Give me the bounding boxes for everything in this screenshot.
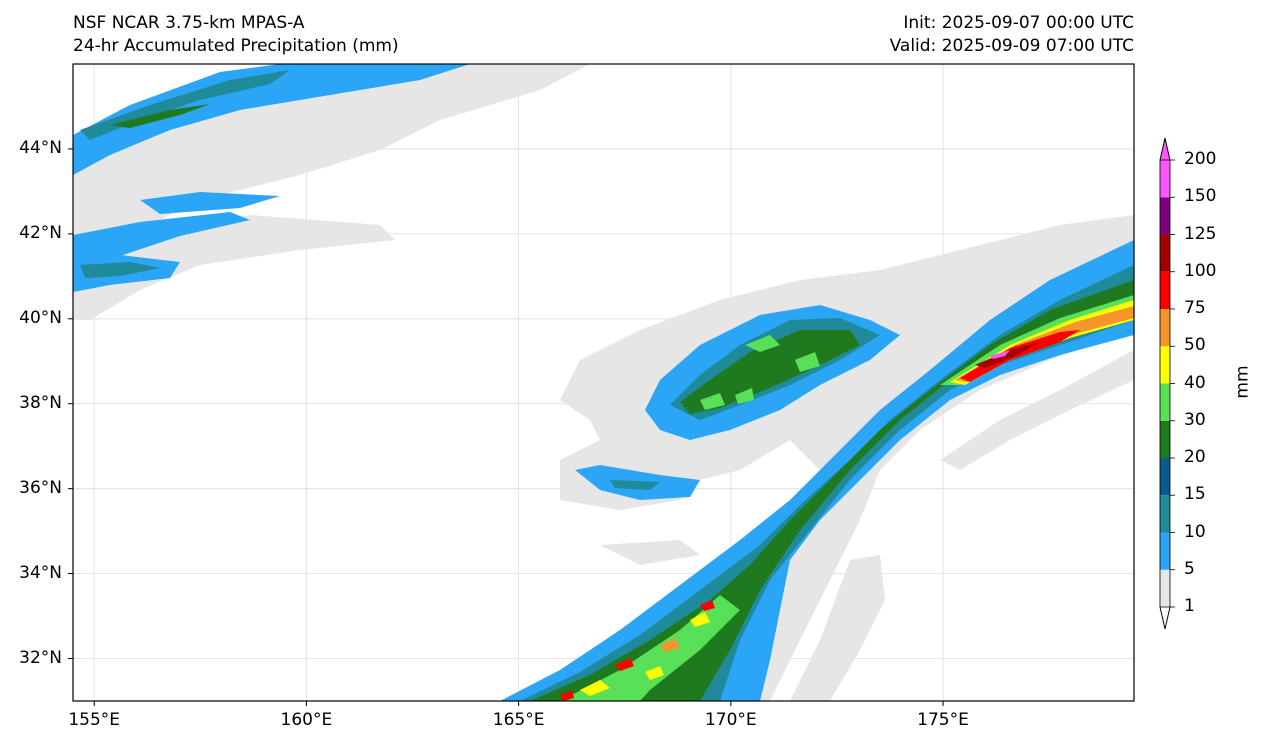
lon-label: 175°E [917, 710, 969, 730]
init-time: Init: 2025-09-07 00:00 UTC [903, 13, 1134, 33]
precip-area-light [790, 555, 885, 701]
precip-area-30 [745, 335, 780, 352]
colorbar-segment [1160, 234, 1170, 272]
precip-area-20 [680, 330, 860, 414]
precip-area-light [600, 540, 700, 565]
precip-area-10 [80, 262, 160, 278]
colorbar-segment [1160, 532, 1170, 570]
precip-area-30 [735, 388, 754, 404]
colorbar-label: 75 [1184, 298, 1206, 318]
lon-label: 160°E [280, 710, 333, 730]
precip-area-light [73, 64, 590, 300]
lat-label: 36°N [19, 477, 62, 498]
colorbar-label: 150 [1184, 186, 1217, 207]
colorbar-label: 10 [1184, 521, 1206, 542]
model-title: NSF NCAR 3.75-km MPAS-A [73, 13, 305, 33]
precip-area-40 [690, 612, 710, 627]
colorbar-extend-max [1159, 137, 1171, 161]
colorbar-segment [1160, 197, 1170, 235]
lon-label: 165°E [492, 710, 545, 730]
precip-area-40 [580, 680, 610, 696]
precip-area-75 [960, 330, 1080, 382]
map-frame [72, 63, 1135, 702]
colorbar-label: 200 [1184, 149, 1217, 169]
colorbar-segment [1160, 383, 1170, 421]
lat-label: 32°N [19, 647, 62, 668]
precip-area-200 [990, 350, 1010, 359]
precip-area-75 [560, 690, 574, 701]
lon-label: 170°E [704, 710, 757, 730]
precip-area-10 [610, 480, 660, 490]
lat-label: 38°N [19, 392, 62, 413]
precip-area-5 [73, 64, 470, 175]
colorbar-label: 100 [1184, 260, 1217, 281]
colorbar-segment [1160, 420, 1170, 458]
colorbar-label: 20 [1184, 447, 1206, 467]
precip-area-30 [700, 393, 725, 410]
precip-area-5 [140, 192, 280, 214]
precip-area-5 [73, 212, 250, 262]
valid-time: Valid: 2025-09-09 07:00 UTC [889, 36, 1134, 56]
precip-area-light [940, 350, 1134, 470]
lat-label: 44°N [19, 137, 62, 158]
colorbar-label: 125 [1184, 223, 1217, 244]
lat-label: 34°N [19, 562, 62, 583]
colorbar-segment [1160, 346, 1170, 384]
lat-label: 42°N [19, 222, 62, 243]
precip-area-100 [975, 342, 1040, 368]
field-title: 24-hr Accumulated Precipitation (mm) [73, 36, 399, 56]
colorbar-unit: mm [1232, 365, 1253, 399]
colorbar-segment [1160, 309, 1170, 347]
colorbar-label: 5 [1184, 558, 1195, 579]
colorbar [1159, 137, 1175, 630]
precip-area-30 [795, 352, 820, 372]
precip-area-20 [110, 104, 210, 128]
lon-label: 155°E [68, 710, 121, 730]
colorbar-extend-min [1159, 606, 1171, 630]
colorbar-segment [1160, 271, 1170, 309]
colorbar-segment [1160, 458, 1170, 496]
colorbar-segment [1160, 160, 1170, 198]
precip-area-75 [700, 600, 715, 611]
colorbar-segment [1160, 495, 1170, 533]
precip-area-20 [530, 280, 1134, 701]
precip-area-50 [660, 638, 680, 652]
precip-field [73, 64, 1134, 701]
colorbar-label: 15 [1184, 484, 1206, 505]
precip-area-40 [645, 666, 664, 680]
colorbar-label: 30 [1184, 409, 1206, 430]
colorbar-label: 40 [1184, 372, 1206, 393]
colorbar-label: 1 [1184, 596, 1195, 616]
lat-label: 40°N [19, 307, 62, 328]
colorbar-segment [1160, 569, 1170, 607]
precip-area-75 [615, 658, 634, 671]
colorbar-label: 50 [1184, 335, 1206, 356]
